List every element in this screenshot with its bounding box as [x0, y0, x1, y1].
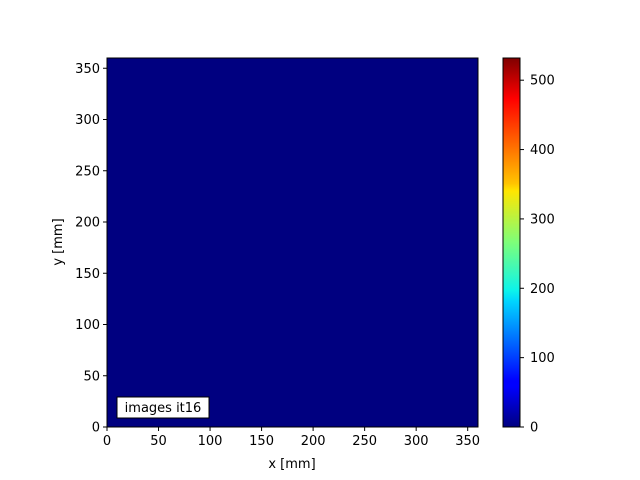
x-tick-label: 100: [198, 434, 223, 449]
x-tick-label: 150: [249, 434, 274, 449]
x-axis-label: x [mm]: [268, 457, 315, 472]
annotation-box: images it16: [116, 396, 210, 419]
plot-frame: [106, 57, 479, 428]
y-axis-label: y [mm]: [51, 218, 66, 265]
y-tick-label: 100: [75, 318, 100, 333]
y-tick-label: 300: [75, 113, 100, 128]
y-tick-label: 250: [75, 164, 100, 179]
x-tick-label: 0: [103, 434, 111, 449]
y-tick-label: 350: [75, 62, 100, 77]
annotation-text: images it16: [125, 401, 202, 416]
y-tick-label: 150: [75, 267, 100, 282]
colorbar-tick-label: 400: [530, 143, 555, 158]
heatmap-field: [107, 58, 478, 427]
x-tick-label: 300: [404, 434, 429, 449]
x-tick-label: 350: [455, 434, 480, 449]
x-tick-label: 250: [352, 434, 377, 449]
colorbar-tick-label: 0: [530, 421, 538, 436]
y-tick-label: 50: [83, 369, 100, 384]
y-tick-label: 0: [92, 421, 100, 436]
colorbar: [502, 57, 521, 428]
y-tick-label: 200: [75, 216, 100, 231]
x-tick-label: 50: [150, 434, 167, 449]
colorbar-tick-label: 200: [530, 282, 555, 297]
x-tick-label: 200: [301, 434, 326, 449]
colorbar-tick-label: 500: [530, 74, 555, 89]
colorbar-tick-label: 300: [530, 212, 555, 227]
colorbar-tick-label: 100: [530, 351, 555, 366]
